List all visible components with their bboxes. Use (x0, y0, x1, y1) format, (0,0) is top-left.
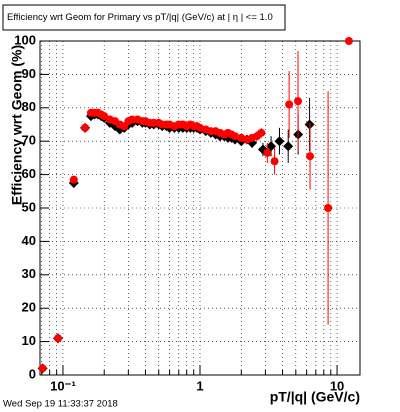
marker (285, 100, 294, 109)
x-tick-label: 10⁻¹ (50, 378, 76, 393)
y-tick-label: 0 (29, 366, 36, 381)
timestamp: Wed Sep 19 11:33:37 2018 (3, 399, 118, 410)
y-tick-label: 90 (22, 66, 36, 81)
marker (263, 148, 272, 157)
plot-area: 0 10 20 30 40 50 60 70 80 90 100 10⁻¹ 1 10 (14, 32, 361, 393)
marker (53, 334, 62, 343)
y-tick-label: 30 (22, 266, 36, 281)
y-tick-label: 10 (22, 333, 36, 348)
x-axis-title: pT/|q| (GeV/c) (270, 389, 360, 405)
marker (344, 37, 353, 45)
marker (266, 141, 277, 152)
marker (294, 97, 303, 106)
y-axis-title: Efficiency wrt Geom (%) (9, 45, 25, 205)
y-tick-label: 60 (22, 166, 36, 181)
marker (270, 157, 279, 166)
y-tick-label: 80 (22, 99, 36, 114)
chart-title: Efficiency wrt Geom for Primary vs pT/|q… (7, 12, 273, 23)
y-tick-label: 70 (22, 133, 36, 148)
marker (230, 132, 239, 141)
marker (306, 152, 315, 161)
x-tick-label: 10 (330, 378, 344, 393)
marker (38, 364, 47, 373)
marker (257, 128, 266, 137)
marker (324, 204, 333, 212)
marker (69, 175, 78, 184)
y-tick-label: 40 (22, 233, 36, 248)
x-tick-label: 1 (196, 378, 203, 393)
marker (81, 123, 90, 132)
y-tick-label: 100 (14, 32, 36, 47)
marker (274, 136, 285, 147)
marker (283, 141, 294, 152)
y-tick-label: 20 (22, 300, 36, 315)
y-tick-label: 50 (22, 199, 36, 214)
frame (39, 40, 361, 376)
title-box (2, 4, 286, 31)
